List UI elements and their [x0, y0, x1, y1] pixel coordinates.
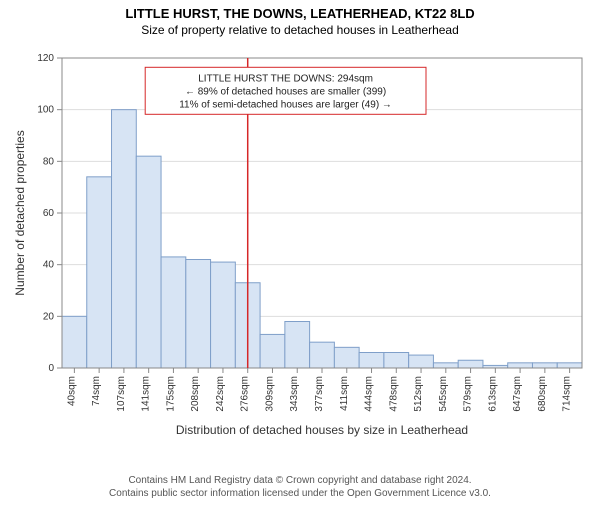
svg-text:175sqm: 175sqm: [165, 376, 176, 412]
chart-svg: 0 20 40 60 80 100 120 40sqm 74sqm 107sqm 141sqm 175…: [10, 50, 590, 440]
histogram-bar: [285, 322, 310, 369]
histogram-bar: [433, 363, 458, 368]
page-title: LITTLE HURST, THE DOWNS, LEATHERHEAD, KT…: [0, 6, 600, 21]
svg-text:141sqm: 141sqm: [141, 376, 152, 412]
svg-text:680sqm: 680sqm: [537, 376, 548, 412]
footer-line-2: Contains public sector information licen…: [0, 487, 600, 500]
histogram-bar: [136, 156, 161, 368]
histogram-bar: [112, 110, 137, 368]
x-axis-label: Distribution of detached houses by size …: [176, 423, 468, 437]
svg-text:478sqm: 478sqm: [388, 376, 399, 412]
svg-text:276sqm: 276sqm: [240, 376, 251, 412]
histogram-bar: [384, 353, 409, 369]
histogram-bar: [310, 342, 335, 368]
annotation-line: LITTLE HURST THE DOWNS: 294sqm: [198, 73, 373, 84]
histogram-bar: [532, 363, 557, 368]
histogram-bar: [87, 177, 112, 368]
histogram-bar: [557, 363, 582, 368]
y-axis-label: Number of detached properties: [13, 130, 27, 295]
histogram-bar: [260, 334, 285, 368]
svg-text:40: 40: [43, 260, 55, 271]
svg-text:411sqm: 411sqm: [339, 376, 350, 411]
svg-text:579sqm: 579sqm: [463, 376, 474, 412]
annotation-line: ← 89% of detached houses are smaller (39…: [185, 86, 386, 97]
histogram-bar: [211, 262, 236, 368]
histogram-bar: [186, 260, 211, 369]
svg-text:714sqm: 714sqm: [562, 376, 573, 412]
footer-attribution: Contains HM Land Registry data © Crown c…: [0, 474, 600, 500]
histogram-bar: [161, 257, 186, 368]
svg-text:0: 0: [48, 363, 54, 374]
svg-text:545sqm: 545sqm: [438, 376, 449, 412]
histogram-bar: [62, 316, 87, 368]
page-subtitle: Size of property relative to detached ho…: [0, 23, 600, 37]
histogram-bar: [409, 355, 434, 368]
svg-text:647sqm: 647sqm: [512, 376, 523, 412]
svg-text:40sqm: 40sqm: [66, 376, 77, 406]
svg-text:107sqm: 107sqm: [116, 376, 127, 412]
annotation-line: 11% of semi-detached houses are larger (…: [179, 99, 392, 110]
histogram-chart: 0 20 40 60 80 100 120 40sqm 74sqm 107sqm 141sqm 175…: [10, 50, 590, 440]
svg-text:60: 60: [43, 208, 55, 219]
svg-text:343sqm: 343sqm: [289, 376, 300, 412]
footer-line-1: Contains HM Land Registry data © Crown c…: [0, 474, 600, 487]
svg-text:512sqm: 512sqm: [413, 376, 424, 412]
svg-text:20: 20: [43, 311, 55, 322]
svg-text:444sqm: 444sqm: [364, 376, 375, 412]
svg-text:613sqm: 613sqm: [487, 376, 498, 412]
svg-text:242sqm: 242sqm: [215, 376, 226, 412]
svg-text:100: 100: [37, 105, 54, 116]
svg-text:74sqm: 74sqm: [91, 376, 102, 406]
svg-text:208sqm: 208sqm: [190, 376, 201, 412]
svg-text:80: 80: [43, 156, 55, 167]
histogram-bar: [458, 360, 483, 368]
svg-text:377sqm: 377sqm: [314, 376, 325, 412]
histogram-bar: [508, 363, 533, 368]
histogram-bar: [359, 353, 384, 369]
histogram-bar: [334, 347, 359, 368]
svg-text:120: 120: [37, 53, 54, 64]
svg-text:309sqm: 309sqm: [264, 376, 275, 412]
